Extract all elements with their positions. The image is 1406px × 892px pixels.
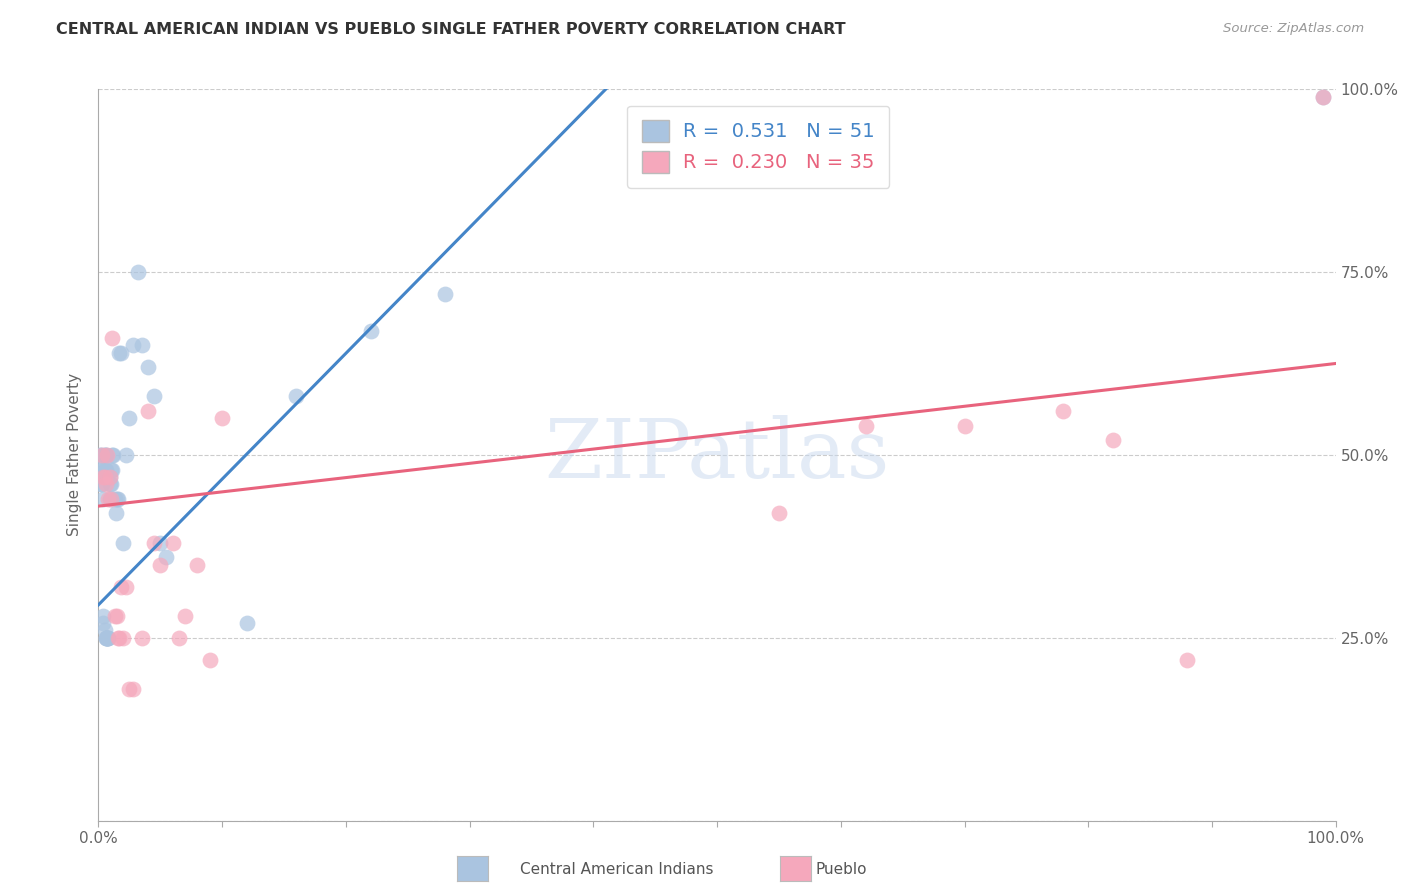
Point — [93, 608, 115, 623]
Point — [110, 580, 132, 594]
Point — [100, 491, 122, 506]
Point — [162, 535, 184, 549]
Point — [90, 448, 112, 462]
Point — [186, 558, 208, 572]
Point — [98, 477, 121, 491]
Point — [93, 448, 115, 462]
Point — [93, 448, 115, 462]
Point — [98, 491, 121, 506]
Point — [1312, 89, 1334, 103]
Point — [89, 448, 111, 462]
Point — [96, 631, 118, 645]
Legend: R =  0.531   N = 51, R =  0.230   N = 35: R = 0.531 N = 51, R = 0.230 N = 35 — [627, 105, 889, 187]
Point — [136, 360, 159, 375]
Point — [110, 345, 132, 359]
Point — [131, 338, 153, 352]
Point — [89, 462, 111, 476]
Point — [105, 491, 128, 506]
Point — [97, 631, 120, 645]
Point — [433, 287, 456, 301]
Point — [155, 550, 177, 565]
Point — [167, 631, 190, 645]
Text: Pueblo: Pueblo — [815, 863, 868, 877]
Point — [198, 653, 221, 667]
Point — [91, 477, 114, 491]
Point — [103, 448, 125, 462]
Point — [93, 462, 115, 476]
Text: Source: ZipAtlas.com: Source: ZipAtlas.com — [1223, 22, 1364, 36]
Point — [1102, 434, 1125, 448]
Point — [127, 265, 149, 279]
Point — [149, 558, 172, 572]
Point — [143, 535, 166, 549]
Point — [101, 331, 124, 345]
Point — [285, 389, 308, 403]
Point — [94, 477, 117, 491]
Point — [136, 404, 159, 418]
Point — [107, 491, 129, 506]
Point — [96, 448, 118, 462]
Point — [953, 418, 976, 433]
Y-axis label: Single Father Poverty: Single Father Poverty — [67, 374, 83, 536]
Point — [101, 448, 124, 462]
Point — [93, 491, 115, 506]
Point — [93, 470, 115, 484]
Point — [211, 411, 233, 425]
Point — [90, 477, 112, 491]
Point — [93, 470, 115, 484]
Point — [93, 616, 115, 631]
Point — [94, 631, 117, 645]
Point — [174, 608, 197, 623]
Point — [112, 535, 135, 549]
Point — [149, 535, 172, 549]
Point — [122, 681, 145, 696]
Point — [103, 491, 125, 506]
Point — [143, 389, 166, 403]
Point — [768, 507, 790, 521]
Point — [118, 681, 141, 696]
Point — [1052, 404, 1074, 418]
Point — [96, 631, 118, 645]
Point — [91, 448, 114, 462]
Point — [107, 631, 129, 645]
Point — [112, 631, 135, 645]
Point — [91, 462, 114, 476]
Point — [122, 338, 145, 352]
Point — [101, 462, 124, 476]
Point — [1175, 653, 1198, 667]
Point — [114, 580, 136, 594]
Point — [108, 345, 131, 359]
Point — [108, 631, 131, 645]
Point — [100, 477, 122, 491]
Point — [118, 411, 141, 425]
Point — [98, 470, 121, 484]
Point — [1312, 89, 1334, 103]
Point — [103, 608, 125, 623]
Point — [236, 616, 259, 631]
Point — [97, 631, 120, 645]
Point — [94, 631, 117, 645]
Text: Central American Indians: Central American Indians — [520, 863, 714, 877]
Point — [360, 324, 382, 338]
Text: ZIPatlas: ZIPatlas — [544, 415, 890, 495]
Point — [855, 418, 877, 433]
Point — [104, 507, 127, 521]
Point — [131, 631, 153, 645]
Point — [94, 448, 117, 462]
Point — [114, 448, 136, 462]
Point — [96, 631, 118, 645]
Text: CENTRAL AMERICAN INDIAN VS PUEBLO SINGLE FATHER POVERTY CORRELATION CHART: CENTRAL AMERICAN INDIAN VS PUEBLO SINGLE… — [56, 22, 846, 37]
Point — [100, 462, 122, 476]
Point — [94, 462, 117, 476]
Point — [93, 624, 115, 638]
Point — [105, 608, 128, 623]
Point — [97, 491, 120, 506]
Point — [98, 470, 121, 484]
